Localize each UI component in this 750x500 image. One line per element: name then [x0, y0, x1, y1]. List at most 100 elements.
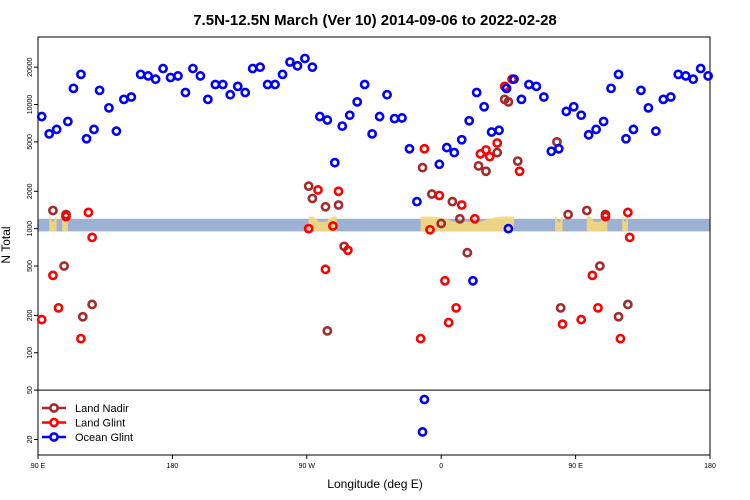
data-point	[417, 162, 428, 173]
data-point	[484, 151, 495, 162]
y-tick-label: 200	[27, 309, 34, 321]
y-tick-label: 20	[27, 435, 34, 443]
y-tick-label: 20000	[27, 57, 34, 77]
data-point	[456, 134, 467, 145]
data-point	[404, 143, 415, 154]
data-point	[337, 121, 348, 132]
data-point	[382, 89, 392, 100]
data-point	[202, 94, 213, 105]
data-point	[111, 126, 122, 137]
data-point	[36, 111, 47, 122]
data-point	[563, 209, 574, 220]
data-point	[509, 74, 519, 85]
data-point	[695, 63, 706, 74]
data-point	[426, 189, 437, 199]
data-point	[688, 74, 699, 85]
data-point	[397, 113, 407, 123]
data-point	[180, 87, 191, 98]
data-point	[434, 159, 445, 170]
data-point	[314, 111, 325, 122]
data-point	[576, 110, 587, 121]
data-point	[628, 124, 639, 135]
data-point	[150, 74, 161, 85]
data-point	[94, 85, 105, 96]
data-point	[469, 213, 480, 224]
y-tick-label: 5000	[27, 134, 34, 150]
data-point	[89, 124, 99, 135]
data-point	[232, 81, 243, 92]
data-point	[158, 63, 168, 74]
data-point	[217, 79, 228, 90]
data-point	[135, 69, 146, 80]
data-point	[555, 302, 566, 313]
data-point	[436, 218, 447, 229]
data-point	[277, 69, 288, 80]
data-point	[307, 62, 318, 73]
data-point	[486, 127, 497, 137]
data-point	[188, 63, 198, 74]
data-point	[313, 185, 323, 195]
data-point	[613, 311, 624, 322]
data-point	[591, 124, 602, 135]
data-point	[680, 71, 691, 81]
data-point	[328, 221, 338, 231]
data-point	[285, 57, 295, 67]
legend-item: Land Nadir	[42, 403, 129, 415]
data-point	[583, 129, 594, 140]
data-point	[81, 133, 92, 144]
y-tick-label: 10000	[27, 95, 34, 115]
data-point	[292, 60, 303, 71]
x-tick-label: 90 W	[299, 463, 316, 470]
data-point	[600, 211, 611, 222]
band-bump	[555, 216, 563, 232]
y-tick-label: 50	[27, 386, 34, 394]
y-tick-label: 100	[27, 347, 34, 359]
data-point	[352, 96, 363, 107]
data-point	[255, 62, 266, 73]
data-point	[594, 261, 605, 271]
legend-item: Land Glint	[42, 418, 125, 430]
data-point	[87, 232, 98, 243]
data-point	[650, 126, 661, 137]
data-point	[501, 83, 512, 94]
legend-marker	[49, 417, 59, 428]
data-point	[270, 79, 280, 90]
series-land-nadir	[48, 94, 633, 336]
data-point	[359, 79, 370, 90]
data-point	[503, 96, 514, 107]
data-point	[665, 92, 676, 102]
legend-item: Ocean Glint	[42, 432, 133, 444]
data-point	[568, 101, 579, 112]
data-point	[303, 223, 314, 234]
data-point	[531, 81, 542, 92]
data-point	[581, 205, 592, 216]
data-point	[87, 299, 98, 310]
data-point	[553, 143, 564, 154]
data-point	[76, 69, 86, 80]
data-point	[576, 314, 587, 325]
data-point	[307, 193, 318, 204]
data-point	[51, 124, 62, 135]
data-point	[598, 116, 609, 127]
data-point	[322, 325, 333, 336]
y-tick-label: 500	[27, 260, 34, 272]
series-ocean-glint	[36, 53, 714, 437]
data-point	[447, 196, 458, 207]
x-tick-label: 90 E	[31, 463, 46, 470]
data-point	[473, 161, 484, 171]
data-point	[419, 394, 430, 405]
data-point	[322, 115, 333, 125]
data-point	[68, 83, 79, 94]
data-point	[440, 275, 450, 286]
data-point	[333, 200, 344, 210]
data-point	[389, 113, 400, 124]
data-point	[524, 79, 534, 90]
legend-marker	[49, 403, 59, 413]
data-point	[512, 156, 523, 167]
data-point	[342, 245, 353, 256]
x-tick-label: 180	[704, 463, 716, 470]
data-point	[303, 181, 314, 192]
data-point	[593, 302, 603, 313]
data-point	[374, 111, 385, 122]
data-point	[468, 275, 478, 286]
